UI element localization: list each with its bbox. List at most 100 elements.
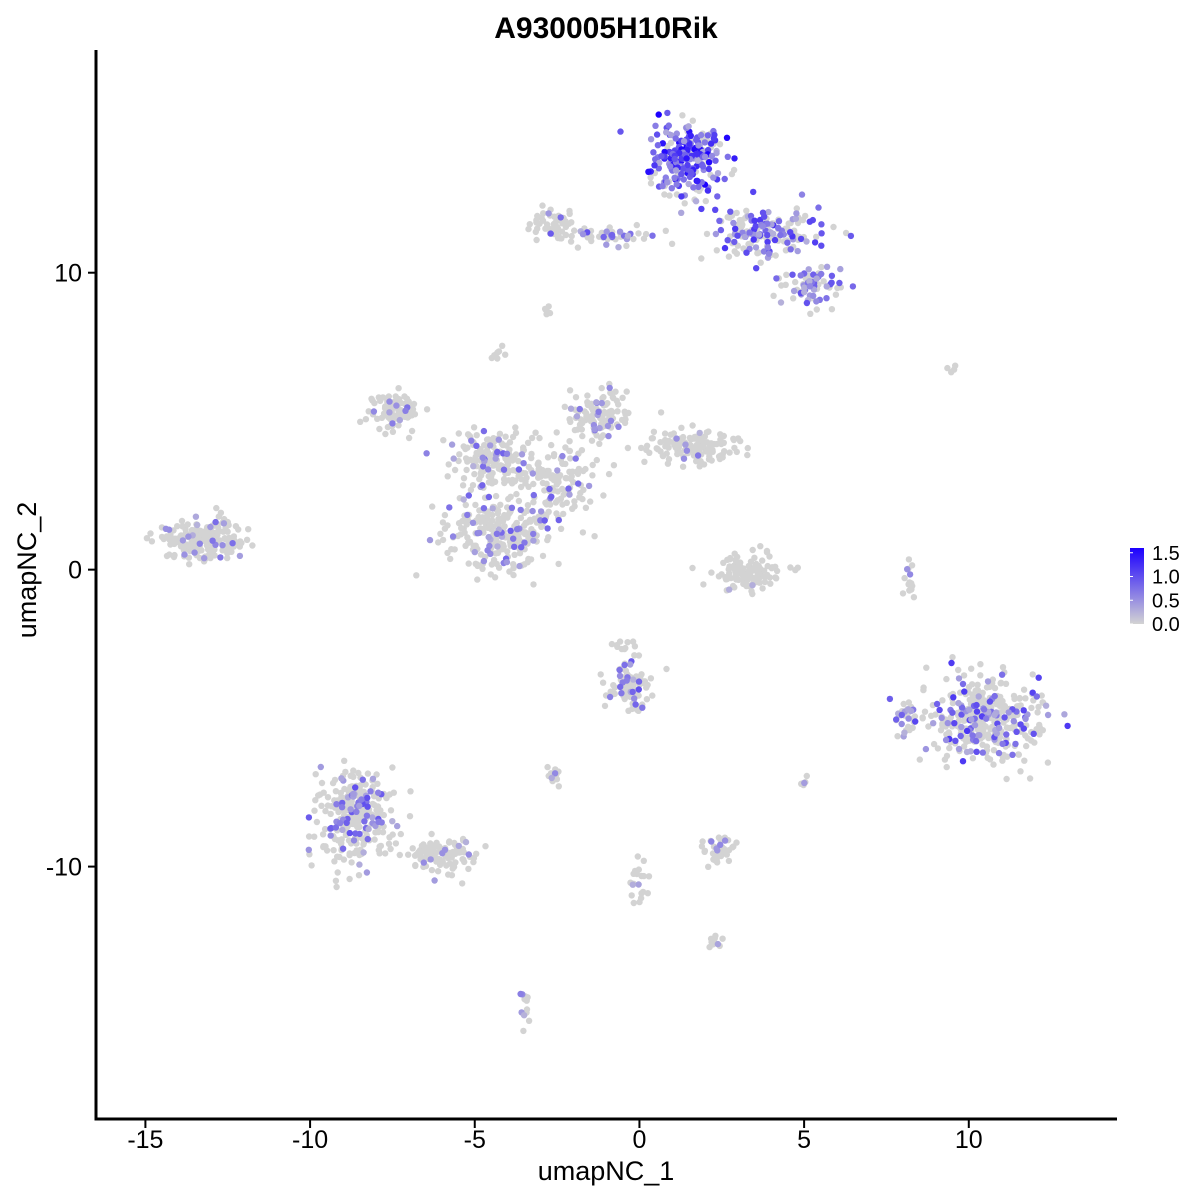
cell-point: [597, 671, 604, 678]
cell-point: [497, 501, 504, 508]
cell-point: [495, 436, 502, 443]
cell-point: [350, 837, 358, 844]
cell-point: [618, 690, 625, 697]
cell-point: [708, 569, 715, 576]
cell-point: [716, 217, 723, 224]
cell-point: [701, 139, 709, 146]
cell-point: [743, 581, 750, 589]
cell-point: [764, 238, 771, 246]
cell-point: [946, 730, 953, 738]
cell-point: [898, 720, 905, 728]
cell-point: [991, 684, 999, 692]
cell-point: [721, 175, 728, 183]
cell-point: [899, 590, 907, 597]
cell-point: [465, 851, 472, 858]
cell-point: [178, 517, 186, 525]
cell-point: [499, 546, 506, 553]
cell-point: [209, 532, 216, 540]
cell-point: [920, 684, 927, 691]
cell-point: [658, 153, 665, 160]
cell-point: [701, 433, 708, 440]
cell-point: [467, 486, 475, 494]
cell-point: [720, 845, 728, 853]
cell-point: [680, 138, 688, 145]
cell-point: [566, 387, 574, 394]
cell-point: [485, 466, 492, 473]
cell-point: [579, 529, 587, 536]
cell-point: [593, 456, 600, 464]
cell-point: [166, 551, 173, 558]
cell-point: [777, 231, 784, 239]
cell-point: [603, 228, 610, 235]
cell-point: [560, 510, 567, 518]
cell-point: [494, 355, 501, 362]
cell-point: [464, 444, 471, 451]
cell-point: [731, 550, 738, 557]
cell-point: [448, 872, 456, 879]
cell-point: [759, 585, 766, 592]
cell-point: [346, 829, 353, 837]
cell-point: [989, 676, 996, 683]
cell-point: [744, 444, 751, 452]
cell-point: [194, 521, 201, 529]
x-tick-label: 0: [632, 1126, 646, 1154]
cell-point: [243, 536, 251, 543]
cell-point: [518, 544, 525, 551]
cell-point: [492, 492, 500, 500]
cell-point: [664, 179, 671, 186]
cell-point: [725, 253, 733, 260]
cell-point: [524, 439, 532, 446]
cell-point: [575, 480, 582, 487]
cell-point: [462, 542, 469, 549]
cell-point: [525, 555, 532, 563]
cell-point: [733, 448, 740, 456]
cell-point: [631, 652, 638, 659]
cell-point: [158, 533, 166, 541]
cell-point: [919, 715, 926, 722]
cell-point: [356, 861, 363, 868]
cell-point: [983, 715, 990, 722]
cell-point: [593, 432, 600, 439]
cell-point: [1026, 775, 1034, 782]
cell-point: [714, 847, 721, 854]
cell-point: [452, 859, 459, 866]
cell-point: [510, 467, 517, 474]
cell-point: [716, 141, 724, 148]
cell-point: [531, 515, 538, 522]
cell-point: [476, 475, 483, 483]
cell-point: [748, 587, 755, 595]
cell-point: [689, 564, 696, 572]
cell-point: [934, 745, 942, 752]
cell-point: [236, 552, 244, 560]
cell-point: [479, 454, 486, 461]
cell-point: [673, 181, 680, 188]
cell-point: [199, 528, 206, 535]
cell-point: [671, 174, 678, 181]
cell-point: [386, 398, 393, 405]
cell-point: [999, 740, 1006, 747]
cell-point: [544, 536, 551, 544]
cell-point: [813, 306, 820, 313]
cell-point: [624, 639, 631, 646]
cell-point: [443, 862, 450, 869]
cell-point: [550, 452, 558, 460]
cell-point: [727, 554, 734, 562]
cell-point: [608, 640, 616, 648]
cell-point: [787, 229, 794, 236]
cell-point: [721, 244, 729, 252]
cell-point: [696, 429, 703, 437]
cell-point: [579, 231, 587, 238]
cell-point: [510, 535, 517, 542]
cell-point: [728, 170, 736, 178]
cell-point: [629, 688, 636, 696]
cell-point: [630, 899, 637, 907]
cell-point: [459, 517, 466, 525]
cell-point: [395, 385, 402, 392]
cell-point: [485, 533, 492, 541]
cell-point: [439, 536, 447, 544]
cell-point: [167, 531, 174, 539]
cell-point: [837, 265, 844, 273]
cell-point: [653, 445, 660, 452]
cell-point: [321, 825, 329, 833]
cell-point: [721, 837, 729, 844]
